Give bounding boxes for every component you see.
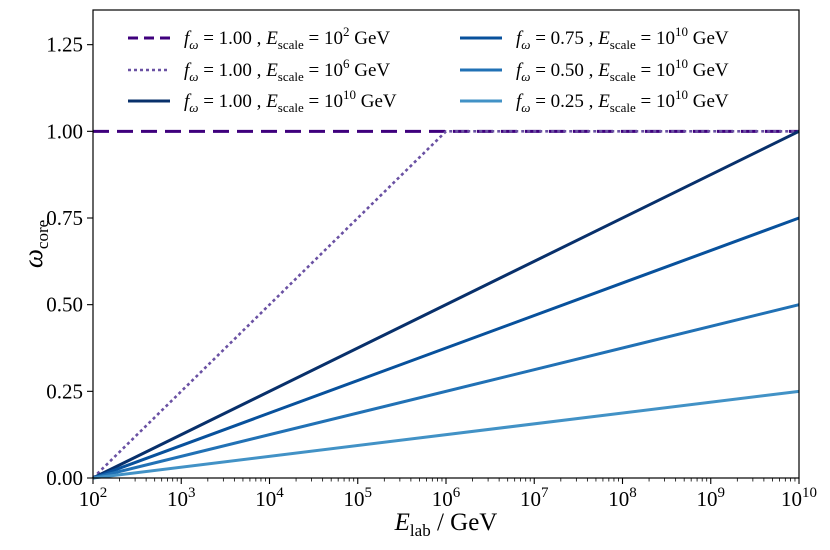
x-tick-label: 105: [344, 485, 373, 511]
x-axis-ticks: 102 103 104 105 106 107 108 109 1010: [79, 478, 817, 511]
y-tick-label: 0.50: [46, 293, 83, 317]
y-tick-label: 1.25: [46, 33, 83, 57]
legend-label-3: fω = 1.00 , Escale = 1010 GeV: [184, 87, 397, 115]
series-layer: [92, 129, 800, 480]
x-tick-label: 1010: [781, 485, 817, 511]
x-tick-label: 102: [79, 485, 108, 511]
x-tick-label: 109: [697, 485, 726, 511]
series-line-2: [92, 130, 799, 479]
legend-label-4: fω = 0.75 , Escale = 1010 GeV: [516, 24, 729, 52]
legend-label-2: fω = 1.00 , Escale = 106 GeV: [184, 56, 390, 84]
x-tick-label: 104: [255, 485, 284, 511]
y-axis-ticks: 0.00 0.25 0.50 0.75 1.00 1.25: [46, 33, 93, 490]
x-tick-label: 107: [520, 485, 549, 511]
y-tick-label: 0.25: [46, 379, 83, 403]
y-tick-label: 0.00: [46, 466, 83, 490]
legend-label-6: fω = 0.25 , Escale = 1010 GeV: [516, 87, 729, 115]
legend-label-5: fω = 0.50 , Escale = 1010 GeV: [516, 56, 729, 84]
y-axis-label: ωcore: [18, 220, 52, 268]
y-tick-label: 0.75: [46, 206, 83, 230]
series-line-4: [92, 216, 800, 480]
series-line-3: [92, 129, 800, 480]
y-tick-label: 1.00: [46, 119, 83, 143]
series-line-6: [92, 389, 800, 480]
series-line-5: [92, 303, 800, 480]
legend: fω = 1.00 , Escale = 102 GeV fω = 1.00 , …: [128, 24, 729, 115]
legend-label-1: fω = 1.00 , Escale = 102 GeV: [184, 24, 390, 52]
x-tick-label: 106: [432, 485, 461, 511]
x-tick-label: 108: [608, 485, 637, 511]
x-tick-label: 103: [167, 485, 196, 511]
x-axis-label: Elab / GeV: [394, 509, 498, 540]
